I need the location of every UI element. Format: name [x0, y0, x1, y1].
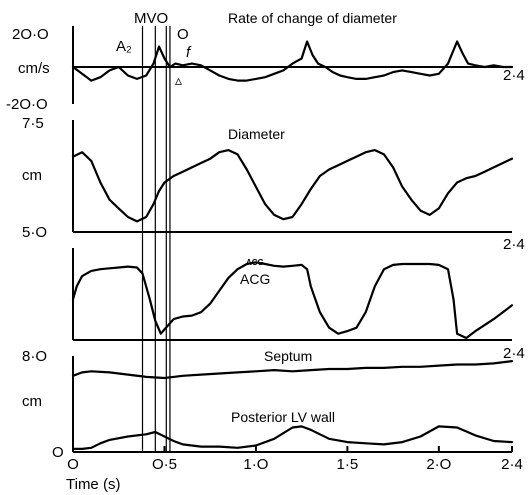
- posterior-lv-wall-trace: [71, 425, 514, 450]
- triangle-label: ▵: [175, 72, 182, 88]
- x-tick-label-5: 2·4: [501, 456, 523, 473]
- diameter-ytick-bottom: 5·O: [22, 224, 47, 241]
- septum-trace: [71, 360, 514, 380]
- diameter-unit-label: cm: [22, 167, 42, 184]
- diameter-panel-end-label: 2·4: [503, 236, 525, 253]
- x-tick-label-2: 1·O: [243, 456, 268, 473]
- x-tick-label-1: O·5: [152, 456, 177, 473]
- o-marker-label: O: [177, 26, 189, 43]
- mvo-label: MVO: [134, 10, 168, 27]
- acg-panel-title: ACG: [240, 271, 270, 287]
- rate-ytick-bottom: -2O·O: [6, 96, 48, 113]
- walls-unit-label: cm: [22, 393, 42, 410]
- rate-unit-label: cm/s: [18, 60, 50, 77]
- f-label: f: [186, 44, 192, 61]
- a2-label: A₂: [116, 38, 132, 55]
- rate-ytick-top: 2O·O: [12, 26, 49, 43]
- acg-trace: [71, 261, 514, 340]
- x-tick-label-4: 2·O: [426, 456, 451, 473]
- rate-panel-title: Rate of change of diameter: [228, 10, 397, 26]
- x-tick-label-3: 1·5: [337, 456, 359, 473]
- septum-series-label: Septum: [264, 348, 312, 364]
- posterior-wall-series-label: Posterior LV wall: [231, 409, 335, 425]
- walls-ytick-top: 8·O: [22, 348, 47, 365]
- acg-panel-end-label: 2·4: [503, 345, 525, 362]
- diameter-trace: [71, 149, 514, 223]
- x-axis-label: Time (s): [66, 476, 120, 493]
- walls-ytick-bottom: O: [52, 444, 64, 461]
- diameter-panel-title: Diameter: [228, 126, 285, 142]
- rate-panel-end-label: 2·4: [503, 67, 525, 84]
- rate-trace: [71, 40, 514, 82]
- diameter-ytick-top: 7·5: [22, 115, 44, 132]
- x-tick-label-0: O: [67, 456, 79, 473]
